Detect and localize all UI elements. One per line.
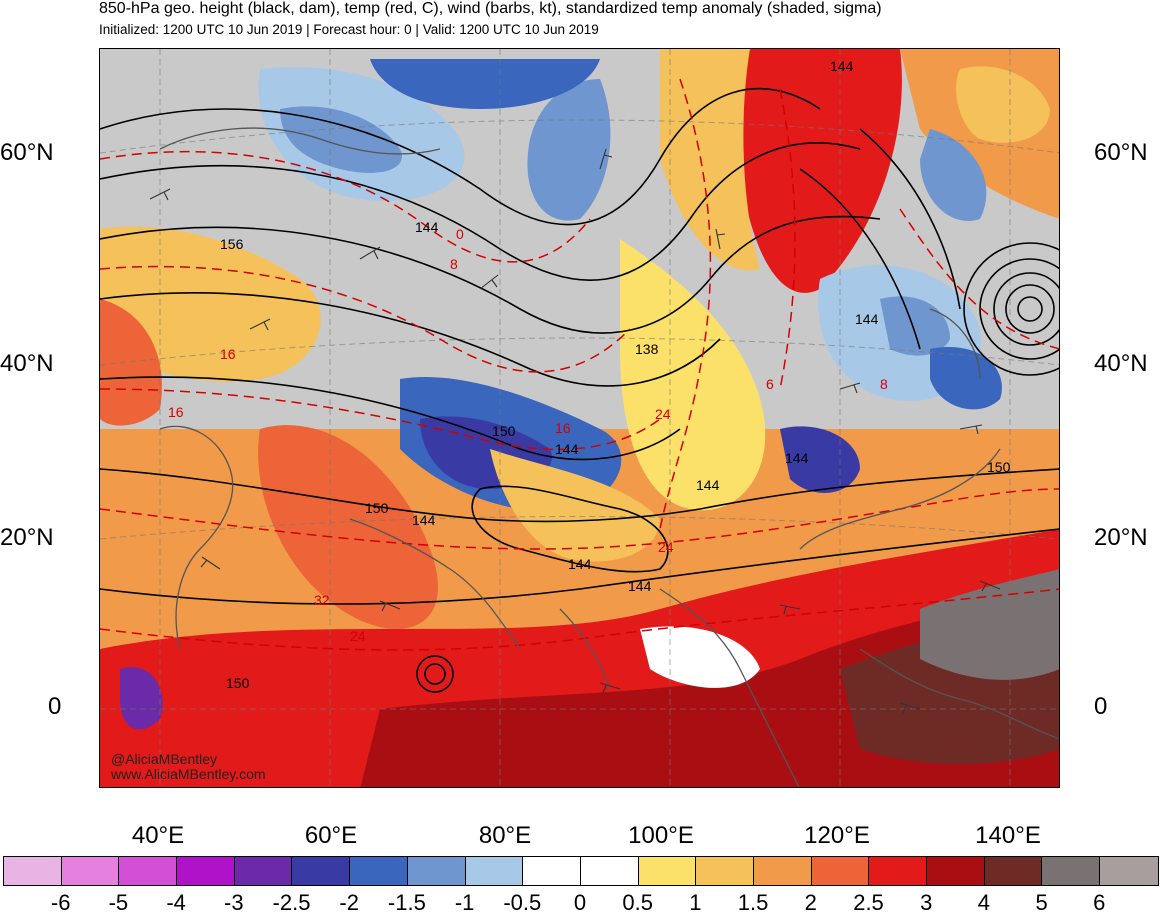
colorbar-swatch — [580, 857, 639, 885]
colorbar — [3, 856, 1159, 886]
colorbar-tick-label: -2 — [339, 890, 359, 915]
colorbar-swatch — [1042, 857, 1101, 885]
temp-label: 16 — [220, 346, 236, 362]
colorbar-swatch — [638, 857, 697, 885]
height-label: 150 — [987, 459, 1011, 475]
colorbar-swatch — [407, 857, 466, 885]
colorbar-tick-label: -1 — [454, 890, 475, 915]
temp-label: 24 — [655, 406, 671, 422]
colorbar-tick-label: 4 — [977, 890, 991, 915]
colorbar-tick-label: -6 — [50, 890, 71, 915]
height-label: 144 — [696, 477, 720, 493]
lon-label: 60°E — [304, 822, 358, 849]
wind-barbs — [149, 148, 1001, 714]
colorbar-swatch — [465, 857, 524, 885]
colorbar-swatch — [984, 857, 1043, 885]
lon-label: 80°E — [478, 822, 532, 849]
colorbar-tick-label: 0.5 — [622, 890, 653, 915]
temp-label: 16 — [168, 404, 184, 420]
height-contours — [100, 87, 1059, 693]
colorbar-tick-label: -4 — [166, 890, 186, 915]
height-label: 144 — [415, 219, 439, 235]
anomaly-shading — [100, 49, 1059, 787]
height-label: 144 — [830, 58, 854, 74]
colorbar-swatch — [234, 857, 293, 885]
colorbar-tick-label: 2 — [804, 890, 817, 915]
colorbar-swatch — [753, 857, 812, 885]
colorbar-swatch — [61, 857, 120, 885]
height-label: 144 — [555, 441, 579, 457]
colorbar-tick-label: 0 — [573, 890, 587, 915]
height-label: 150 — [226, 675, 250, 691]
map-canvas: 144 156 144 138 144 150 144 150 144 144 … — [100, 49, 1059, 787]
lat-label: 20°N — [0, 524, 54, 551]
lat-label-right: 60°N — [1094, 139, 1148, 166]
height-label: 156 — [220, 236, 244, 252]
lat-label: 40°N — [0, 350, 54, 377]
height-label: 150 — [492, 423, 516, 439]
height-label: 138 — [635, 341, 659, 357]
colorbar-swatch — [177, 857, 235, 885]
colorbar-swatch — [1100, 857, 1158, 885]
colorbar-swatch — [811, 857, 870, 885]
height-label: 150 — [365, 500, 389, 516]
colorbar-tick-label: 1 — [689, 890, 702, 915]
height-label: 144 — [628, 578, 652, 594]
lat-label: 60°N — [0, 139, 54, 166]
lat-label-right: 20°N — [1094, 524, 1148, 551]
colorbar-tick-label: 2.5 — [853, 890, 884, 915]
lon-label: 140°E — [975, 822, 1041, 849]
colorbar-tick-label: -0.5 — [503, 890, 542, 915]
colorbar-swatch — [696, 857, 754, 885]
credit-handle: @AliciaMBentley — [111, 751, 218, 767]
credit-url: www.AliciaMBentley.com — [111, 766, 266, 782]
colorbar-tick-label: 1.5 — [737, 890, 769, 915]
colorbar-swatch — [350, 857, 408, 885]
height-label: 144 — [855, 311, 879, 327]
colorbar-tick-label: -3 — [224, 890, 244, 915]
colorbar-swatch — [292, 857, 351, 885]
colorbar-swatch — [523, 857, 581, 885]
lon-label: 100°E — [628, 822, 694, 849]
map-title: 850-hPa geo. height (black, dam), temp (… — [99, 0, 882, 17]
colorbar-swatch — [119, 857, 178, 885]
temperature-contours — [100, 78, 1059, 651]
height-label: 144 — [412, 512, 436, 528]
lon-label: 40°E — [131, 822, 185, 849]
colorbar-tick-label: 6 — [1093, 890, 1106, 915]
temp-label: 6 — [766, 376, 774, 392]
coastlines — [159, 127, 1059, 787]
colorbar-swatch — [4, 857, 62, 885]
height-label: 144 — [568, 556, 592, 572]
temp-label: 24 — [658, 539, 674, 555]
map-subtitle: Initialized: 1200 UTC 10 Jun 2019 | Fore… — [99, 22, 599, 37]
colorbar-tick-label: 3 — [920, 890, 933, 915]
colorbar-swatch — [927, 857, 985, 885]
colorbar-tick-label: -2.5 — [272, 890, 311, 915]
temp-label: 16 — [555, 420, 571, 436]
lat-label: 0 — [48, 693, 62, 720]
temp-label: 8 — [450, 256, 458, 272]
lat-label-right: 0 — [1094, 693, 1108, 720]
graticule — [100, 49, 1059, 787]
lon-label: 120°E — [804, 822, 870, 849]
colorbar-tick-label: -1.5 — [387, 890, 426, 915]
temp-label: 8 — [880, 376, 888, 392]
temp-label: 0 — [456, 226, 464, 242]
temp-label: 32 — [314, 592, 330, 608]
map-panel: 144 156 144 138 144 150 144 150 144 144 … — [99, 48, 1060, 788]
lat-label-right: 40°N — [1094, 350, 1148, 377]
temp-label: 24 — [350, 628, 366, 644]
colorbar-tick-label: -5 — [108, 890, 129, 915]
height-label: 144 — [785, 450, 809, 466]
colorbar-tick-label: 5 — [1035, 890, 1048, 915]
colorbar-swatch — [869, 857, 927, 885]
credit-text: @AliciaMBentley www.AliciaMBentley.com — [111, 752, 266, 782]
